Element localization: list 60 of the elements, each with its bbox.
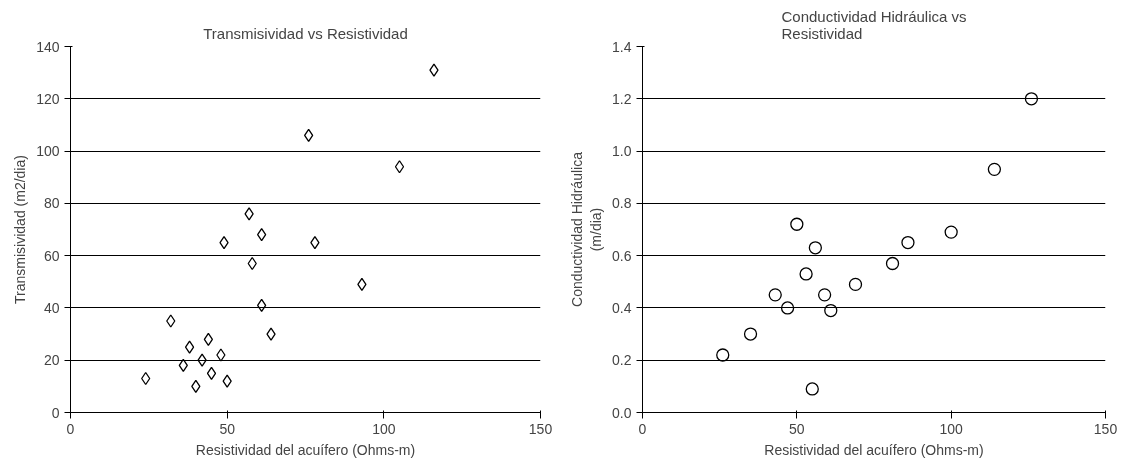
y-tick-label: 0.6 bbox=[612, 247, 632, 264]
point bbox=[885, 256, 900, 271]
y-tick-label: 60 bbox=[43, 247, 60, 264]
point bbox=[848, 277, 863, 292]
y-axis-title: Conductividad Hidráulica (m/dia) bbox=[568, 151, 605, 307]
point bbox=[901, 235, 915, 250]
point bbox=[266, 327, 276, 341]
point bbox=[987, 162, 1002, 177]
point bbox=[1024, 92, 1039, 106]
point bbox=[805, 382, 819, 396]
chart-title: Conductividad Hidráulica vs Resistividad bbox=[781, 7, 967, 42]
point bbox=[429, 63, 439, 77]
y-tick-label: 80 bbox=[43, 195, 60, 212]
point bbox=[790, 217, 804, 231]
y-tick-label: 1.4 bbox=[612, 38, 632, 55]
chart-title: Transmisividad vs Resistividad bbox=[203, 24, 408, 42]
point bbox=[394, 160, 405, 174]
point bbox=[303, 128, 314, 143]
y-tick-label: 100 bbox=[36, 143, 60, 160]
point bbox=[716, 348, 730, 362]
y-tick-label: 20 bbox=[43, 352, 60, 369]
y-tick-label: 0.8 bbox=[612, 195, 632, 212]
y-axis-title: Transmisividad (m2/dia) bbox=[12, 155, 29, 304]
point bbox=[244, 207, 254, 221]
x-tick-label: 150 bbox=[528, 420, 553, 437]
x-tick-label: 100 bbox=[372, 420, 396, 437]
x-axis-title: Resistividad del acuífero (Ohms-m) bbox=[764, 441, 984, 458]
y-tick-label: 0.2 bbox=[612, 352, 632, 369]
point bbox=[166, 314, 176, 328]
point bbox=[799, 267, 813, 281]
point bbox=[256, 298, 267, 312]
point bbox=[216, 348, 226, 362]
x-tick-label: 150 bbox=[1093, 420, 1118, 437]
point bbox=[184, 340, 195, 354]
point bbox=[743, 327, 758, 341]
y-tick-label: 1.0 bbox=[612, 143, 632, 160]
point bbox=[817, 288, 832, 302]
point bbox=[944, 225, 958, 239]
y-tick-label: 0.0 bbox=[612, 404, 632, 421]
x-tick-label: 0 bbox=[638, 420, 647, 437]
point bbox=[203, 332, 214, 346]
point bbox=[197, 353, 207, 367]
x-axis-title: Resistividad del acuífero (Ohms-m) bbox=[195, 441, 416, 458]
x-tick-label: 0 bbox=[66, 420, 75, 437]
y-tick-label: 120 bbox=[36, 90, 60, 107]
point bbox=[222, 374, 232, 388]
point bbox=[256, 228, 267, 242]
y-tick-label: 1.2 bbox=[612, 90, 632, 107]
y-tick-label: 140 bbox=[36, 38, 60, 55]
point bbox=[824, 303, 838, 318]
point bbox=[206, 366, 217, 380]
y-tick-label: 40 bbox=[43, 299, 60, 316]
x-tick-label: 50 bbox=[789, 420, 805, 437]
point bbox=[768, 288, 782, 302]
point bbox=[780, 301, 795, 315]
y-tick-label: 0.4 bbox=[612, 299, 632, 316]
x-tick-label: 50 bbox=[219, 420, 236, 437]
x-tick-label: 100 bbox=[939, 420, 964, 437]
point bbox=[808, 241, 822, 255]
y-tick-label: 0 bbox=[51, 404, 60, 421]
